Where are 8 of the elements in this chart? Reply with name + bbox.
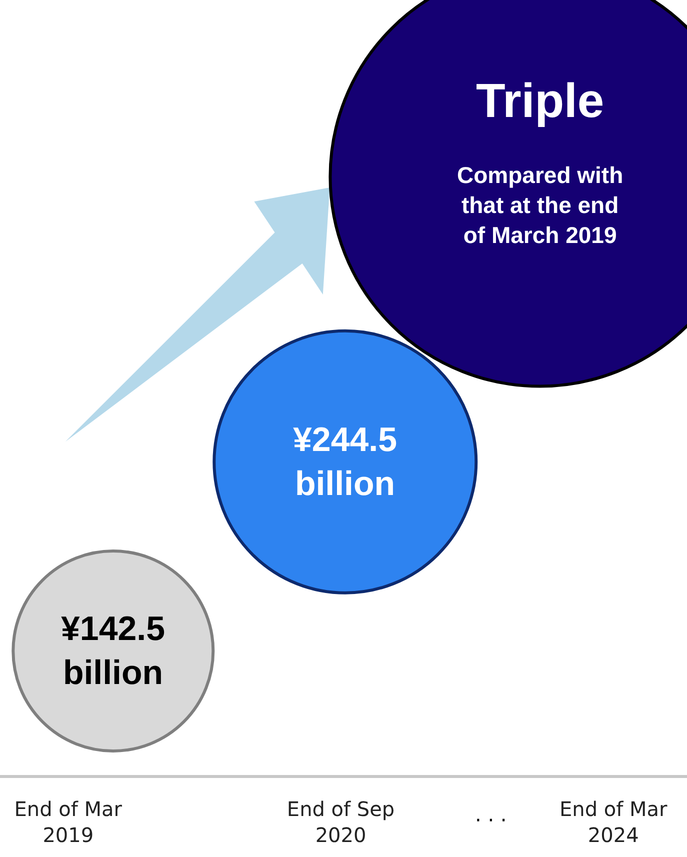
data-label: ¥142.5 billion — [61, 610, 165, 692]
category-label: End of Sep 2020 — [286, 797, 395, 847]
text: Compared with that at the end of March 2019 — [457, 162, 624, 248]
category-label: End of Mar 2024 — [560, 797, 668, 847]
category-label: End of Mar 2019 — [14, 797, 123, 847]
data-label: ¥244.5 billion — [293, 421, 397, 504]
text: · · · — [475, 808, 507, 832]
data-label: Triple — [476, 75, 604, 128]
